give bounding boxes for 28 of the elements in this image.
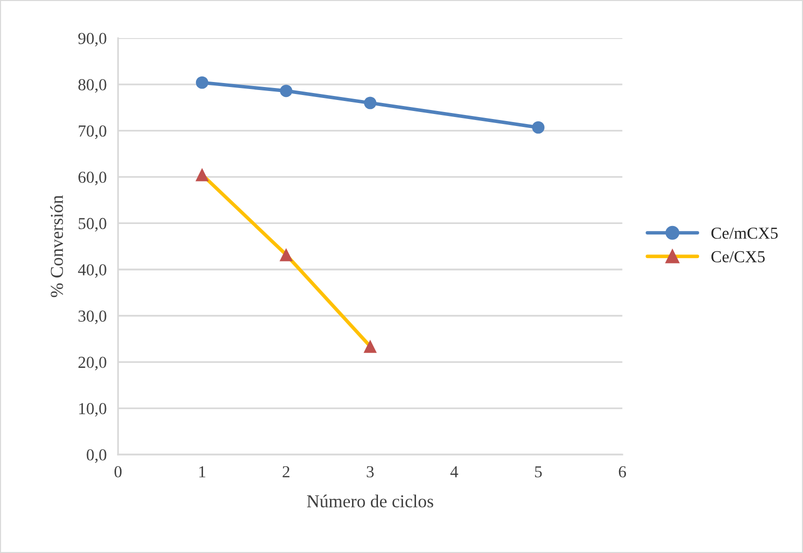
legend-label: Ce/CX5 (711, 251, 765, 262)
point (364, 96, 376, 110)
y-axis-title: % Conversión (50, 195, 64, 298)
x-tick-label: 2 (282, 466, 290, 478)
y-tick-label: 30,0 (78, 310, 106, 324)
y-tick-label: 40,0 (78, 264, 106, 278)
y-tick-label: 50,0 (78, 218, 106, 232)
y-tick-label: 0,0 (86, 449, 106, 463)
x-axis-title: Número de ciclos (307, 494, 434, 508)
point (532, 121, 544, 134)
x-tick-label: 5 (535, 466, 542, 478)
y-tick-label: 90,0 (78, 32, 106, 46)
point (196, 76, 208, 89)
x-tick-label: 3 (366, 466, 374, 478)
x-tick-label: 0 (114, 466, 122, 478)
legend-label: Ce/mCX5 (711, 228, 778, 239)
y-tick-label: 20,0 (78, 356, 106, 370)
point (196, 168, 209, 182)
y-tick-label: 60,0 (78, 172, 106, 186)
point (280, 84, 292, 98)
y-tick-label: 10,0 (79, 403, 106, 417)
y-tick-label: 80,0 (78, 79, 106, 93)
x-tick-label: 6 (618, 466, 626, 478)
x-tick-label: 1 (199, 466, 206, 478)
y-tick-label: 70,0 (78, 125, 106, 140)
x-tick-label: 4 (450, 466, 458, 478)
point (280, 248, 293, 262)
point (364, 340, 377, 353)
